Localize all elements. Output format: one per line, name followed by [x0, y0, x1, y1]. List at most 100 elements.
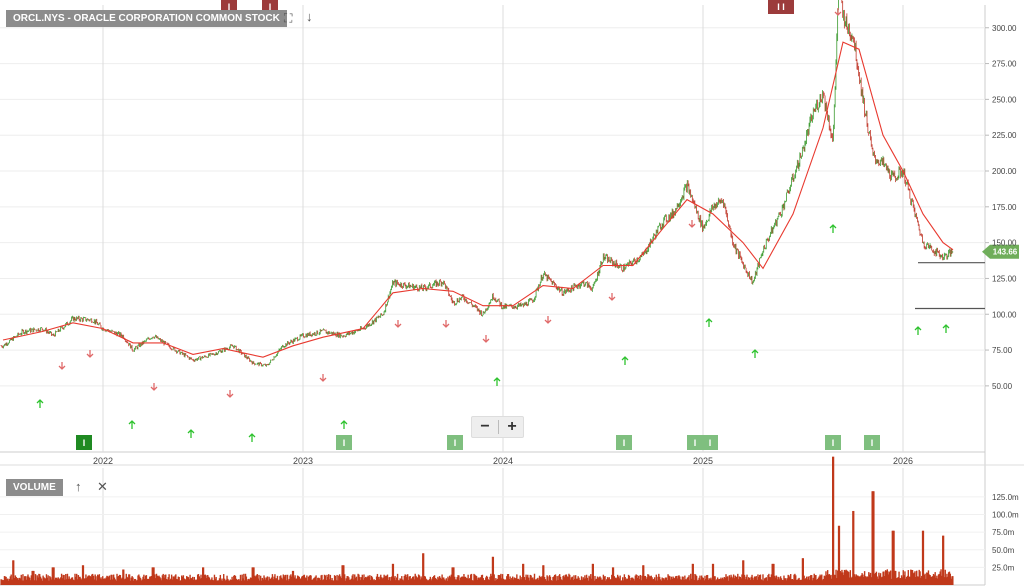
volume-bar [218, 578, 221, 585]
volume-bar [531, 578, 533, 585]
volume-bar [230, 580, 232, 585]
volume-bar [323, 574, 326, 585]
volume-bar [679, 576, 681, 585]
volume-bar [597, 578, 600, 585]
volume-bar [851, 576, 853, 585]
volume-bar [464, 576, 466, 585]
volume-bar [799, 579, 801, 585]
volume-bar [391, 563, 394, 585]
volume-bar [450, 574, 453, 585]
volume-bar [755, 576, 757, 585]
volume-bar [147, 578, 149, 585]
moving-average [2, 41, 954, 358]
volume-bar [927, 570, 930, 585]
volume-bar [806, 579, 809, 585]
volume-bar [193, 576, 195, 585]
volume-bar [179, 580, 181, 585]
volume-label[interactable]: VOLUME [6, 479, 63, 496]
volume-bar [832, 456, 835, 585]
volume-bar [792, 579, 794, 585]
volume-bar [194, 580, 196, 585]
zoom-control: − + [471, 416, 524, 438]
volume-bar [516, 574, 518, 585]
volume-bar [814, 575, 816, 585]
zoom-in-button[interactable]: + [507, 418, 517, 435]
symbol-label[interactable]: ORCL.NYS - ORACLE CORPORATION COMMON STO… [6, 10, 287, 27]
event-marker-label: I [454, 438, 457, 448]
volume-bar [743, 574, 746, 585]
volume-bar [738, 576, 741, 585]
volume-bar [327, 577, 329, 585]
volume-bar [726, 576, 728, 585]
volume-bar [948, 571, 951, 585]
volume-bar [241, 574, 243, 585]
volume-bar [280, 577, 283, 585]
volume-bar [649, 576, 652, 585]
volume-bar [330, 580, 332, 585]
expand-icon[interactable]: ⛶ [284, 11, 293, 25]
arrow-up-icon[interactable]: ↑ [75, 479, 82, 494]
volume-bar [684, 575, 686, 585]
volume-bar [355, 576, 358, 585]
volume-bar [121, 577, 123, 585]
volume-bar [898, 571, 900, 585]
volume-bar [674, 576, 677, 585]
volume-bar [263, 575, 265, 585]
buy-arrow-icon [36, 399, 44, 408]
volume-bar [413, 579, 416, 585]
volume-bar [385, 575, 387, 585]
volume-bar [180, 580, 182, 585]
volume-bar [64, 579, 66, 585]
volume-bar [527, 574, 529, 585]
volume-bar [189, 574, 191, 585]
volume-bar [16, 578, 18, 585]
volume-bar [795, 575, 797, 585]
volume-bar [65, 573, 67, 585]
volume-bar [889, 572, 891, 585]
volume-bar [387, 579, 390, 585]
zoom-out-button[interactable]: − [480, 418, 490, 435]
volume-bar [195, 579, 197, 585]
volume-bar [86, 578, 88, 585]
volume-bar [98, 574, 101, 585]
volume-bar [578, 577, 580, 585]
volume-bar [605, 580, 607, 585]
volume-bar [821, 580, 824, 585]
volume-bar [496, 579, 498, 585]
volume-bar [747, 579, 749, 585]
volume-bar [242, 578, 244, 585]
volume-bar [153, 567, 155, 585]
volume-bar [161, 575, 164, 585]
volume-bar [26, 576, 28, 585]
volume-bar [379, 576, 381, 585]
volume-bar [658, 573, 660, 585]
volume-bar [648, 576, 651, 585]
volume-bar [21, 580, 23, 585]
arrow-down-icon[interactable]: ↓ [306, 9, 313, 24]
volume-bar [250, 577, 253, 585]
volume-bar [357, 573, 359, 585]
volume-bar [375, 580, 377, 585]
buy-arrow-icon [705, 318, 713, 327]
volume-bar [338, 574, 341, 585]
volume-bar [798, 577, 800, 585]
volume-bar [25, 579, 27, 585]
volume-bar [756, 579, 758, 585]
top-event-marker [768, 0, 794, 14]
volume-bar [865, 577, 867, 585]
volume-bar [205, 575, 207, 585]
volume-bar [217, 580, 220, 585]
volume-bar [287, 580, 290, 585]
volume-bar [878, 572, 880, 585]
volume-bar [883, 571, 885, 585]
sell-arrow-icon [226, 390, 234, 398]
volume-bar [778, 577, 780, 585]
volume-bar [797, 578, 799, 585]
volume-bar [765, 577, 768, 585]
volume-bar [546, 575, 548, 585]
volume-bar [860, 575, 862, 585]
volume-bar [279, 576, 281, 585]
volume-bar [641, 575, 643, 585]
close-icon[interactable]: ✕ [97, 479, 108, 494]
